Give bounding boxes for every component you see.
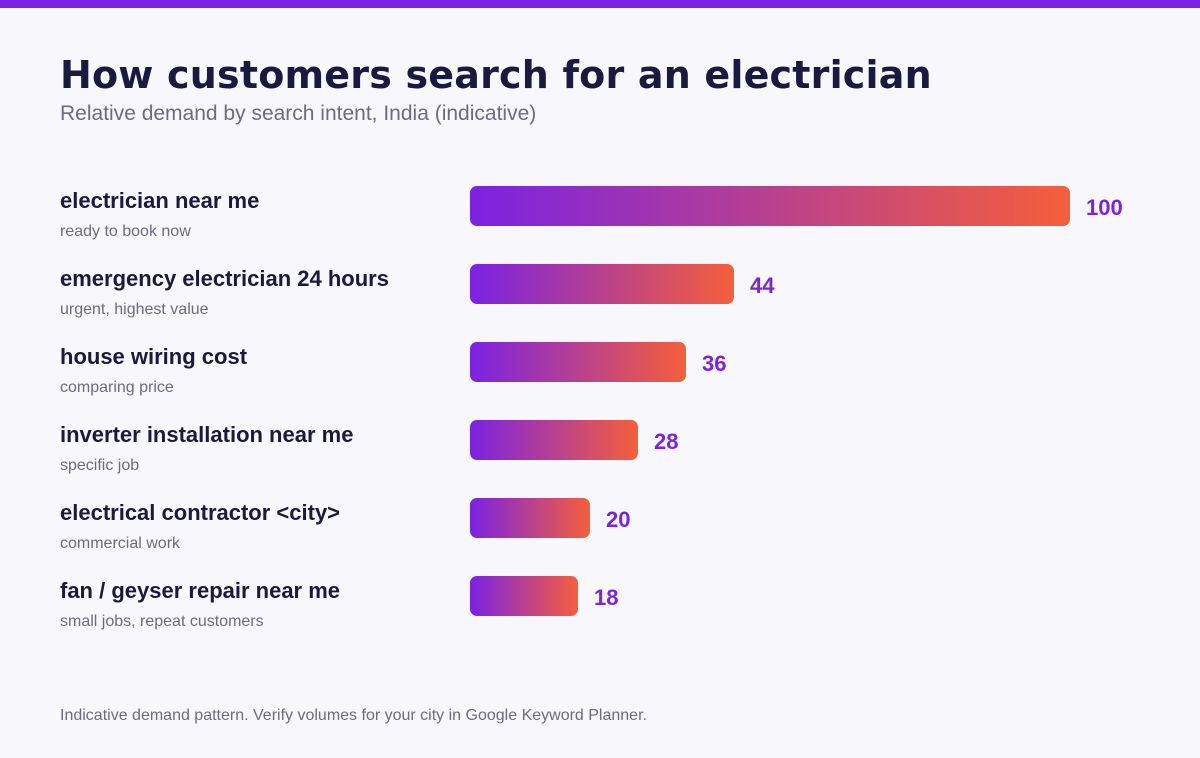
chart-title: How customers search for an electrician xyxy=(60,53,932,97)
category-note: small jobs, repeat customers xyxy=(60,613,264,630)
bar xyxy=(470,342,686,382)
category-label: fan / geyser repair near me xyxy=(60,578,340,603)
value-label: 44 xyxy=(750,273,775,298)
bar xyxy=(470,420,638,460)
bar xyxy=(470,186,1070,226)
bar-chart: electrician near me ready to book now 100 e… xyxy=(60,186,1123,630)
category-note: urgent, highest value xyxy=(60,301,209,318)
category-label: emergency electrician 24 hours xyxy=(60,266,389,291)
value-label: 28 xyxy=(654,429,678,454)
category-note: comparing price xyxy=(60,379,174,396)
category-note: ready to book now xyxy=(60,223,191,240)
category-note: commercial work xyxy=(60,535,181,552)
category-label: electrician near me xyxy=(60,188,259,213)
bar xyxy=(470,264,734,304)
bar xyxy=(470,576,578,616)
category-label: inverter installation near me xyxy=(60,422,353,447)
category-note: specific job xyxy=(60,457,139,474)
footnote: Indicative demand pattern. Verify volume… xyxy=(60,707,647,724)
bar xyxy=(470,498,590,538)
category-label: house wiring cost xyxy=(60,344,248,369)
top-accent-bar xyxy=(0,0,1200,8)
category-label: electrical contractor <city> xyxy=(60,500,340,525)
value-label: 18 xyxy=(594,585,618,610)
value-label: 20 xyxy=(606,507,630,532)
value-label: 100 xyxy=(1086,195,1123,220)
value-label: 36 xyxy=(702,351,726,376)
chart-subtitle: Relative demand by search intent, India … xyxy=(60,102,537,125)
